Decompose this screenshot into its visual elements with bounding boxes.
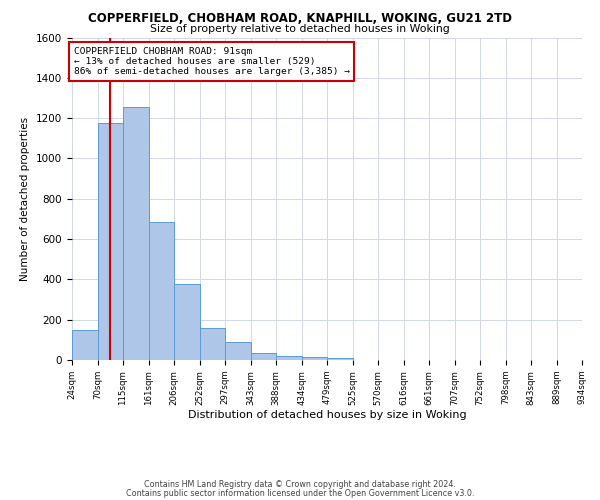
- Text: COPPERFIELD CHOBHAM ROAD: 91sqm
← 13% of detached houses are smaller (529)
86% o: COPPERFIELD CHOBHAM ROAD: 91sqm ← 13% of…: [74, 46, 350, 76]
- Bar: [98, 123, 123, 360]
- Bar: [276, 356, 302, 360]
- Bar: [327, 358, 353, 360]
- Text: Contains HM Land Registry data © Crown copyright and database right 2024.: Contains HM Land Registry data © Crown c…: [144, 480, 456, 489]
- Bar: [174, 284, 200, 360]
- Bar: [225, 342, 251, 360]
- X-axis label: Distribution of detached houses by size in Woking: Distribution of detached houses by size …: [188, 410, 466, 420]
- Bar: [200, 328, 225, 360]
- Bar: [123, 107, 149, 360]
- Text: COPPERFIELD, CHOBHAM ROAD, KNAPHILL, WOKING, GU21 2TD: COPPERFIELD, CHOBHAM ROAD, KNAPHILL, WOK…: [88, 12, 512, 26]
- Bar: [251, 353, 276, 360]
- Text: Size of property relative to detached houses in Woking: Size of property relative to detached ho…: [150, 24, 450, 34]
- Bar: [302, 356, 327, 360]
- Y-axis label: Number of detached properties: Number of detached properties: [20, 116, 31, 281]
- Bar: [72, 330, 98, 360]
- Bar: [149, 222, 174, 360]
- Text: Contains public sector information licensed under the Open Government Licence v3: Contains public sector information licen…: [126, 488, 474, 498]
